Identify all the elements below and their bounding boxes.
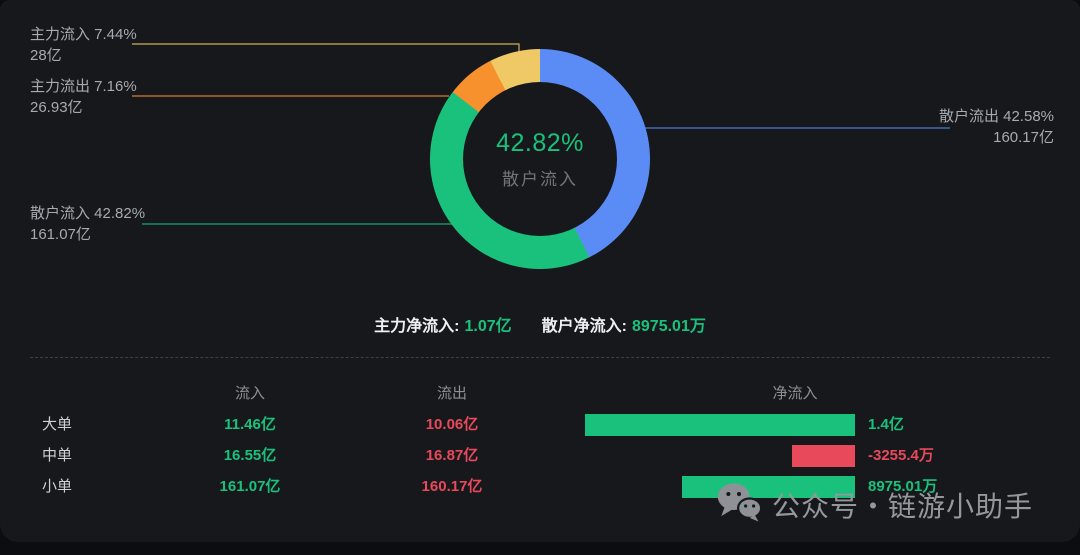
net-inflow-value: 1.4亿 [868, 416, 904, 433]
callout-main-inflow-amount: 28亿 [30, 47, 62, 64]
fund-flow-donut-chart[interactable]: 42.82% 散户流入 [430, 49, 650, 269]
main-net-inflow: 主力净流入: 1.07亿 [374, 312, 512, 336]
watermark: 公众号・链游小助手 [716, 482, 1033, 527]
retail-net-inflow-value: 8975.01万 [632, 318, 706, 335]
net-inflow-value: -3255.4万 [868, 447, 934, 464]
inflow-value: 16.55亿 [223, 447, 277, 464]
row-label: 小单 [42, 478, 73, 495]
net-inflow-value: 8975.01万 [868, 478, 938, 495]
callout-main-outflow-label: 主力流出 7.16% [30, 78, 137, 95]
callout-retail-inflow: 散户流入 42.82% 161.07亿 [30, 203, 145, 245]
net-inflow-bar[interactable] [585, 414, 855, 436]
callout-main-inflow: 主力流入 7.44% 28亿 [30, 24, 137, 66]
header-net-inflow: 净流入 [772, 385, 818, 402]
callout-main-inflow-label: 主力流入 7.44% [30, 26, 137, 43]
row-label: 大单 [42, 416, 73, 433]
main-net-inflow-label: 主力净流入: [374, 318, 460, 335]
callout-retail-outflow-label: 散户流出 42.58% [938, 108, 1054, 125]
header-outflow: 流出 [436, 385, 467, 402]
callout-retail-outflow: 散户流出 42.58% 160.17亿 [939, 106, 1054, 148]
donut-center: 42.82% 散户流入 [463, 82, 617, 236]
table-row-medium-orders: 中单 16.55亿 16.87亿 -3255.4万 [0, 441, 1080, 471]
table-row-large-orders: 大单 11.46亿 10.06亿 1.4亿 [0, 410, 1080, 440]
callout-retail-outflow-amount: 160.17亿 [993, 129, 1054, 146]
outflow-value: 10.06亿 [425, 416, 479, 433]
net-flow-summary: 主力净流入: 1.07亿 散户净流入: 8975.01万 [0, 312, 1080, 336]
watermark-text: 公众号・链游小助手 [772, 490, 1034, 522]
wechat-icon [716, 482, 763, 527]
main-net-inflow-value: 1.07亿 [464, 318, 512, 335]
retail-net-inflow: 散户净流入: 8975.01万 [542, 312, 706, 336]
header-inflow: 流入 [234, 385, 265, 402]
callout-retail-inflow-label: 散户流入 42.82% [30, 205, 146, 222]
section-divider [30, 357, 1050, 358]
callout-main-outflow-amount: 26.93亿 [30, 99, 83, 116]
donut-center-percent: 42.82% [496, 128, 584, 157]
order-table-header: 流入 流出 净流入 [0, 379, 1080, 409]
donut-center-label: 散户流入 [502, 169, 578, 189]
outflow-value: 160.17亿 [421, 478, 483, 495]
callout-retail-inflow-amount: 161.07亿 [30, 226, 91, 243]
inflow-value: 161.07亿 [219, 478, 281, 495]
net-inflow-bar[interactable] [792, 445, 855, 467]
outflow-value: 16.87亿 [425, 447, 479, 464]
retail-net-inflow-label: 散户净流入: [541, 318, 627, 335]
inflow-value: 11.46亿 [224, 416, 276, 433]
row-label: 中单 [42, 447, 73, 464]
chart-panel: 主力流入 7.44% 28亿 主力流出 7.16% 26.93亿 散户流入 42… [0, 0, 1080, 542]
leader-line-main-inflow [132, 43, 520, 53]
callout-main-outflow: 主力流出 7.16% 26.93亿 [30, 76, 137, 118]
